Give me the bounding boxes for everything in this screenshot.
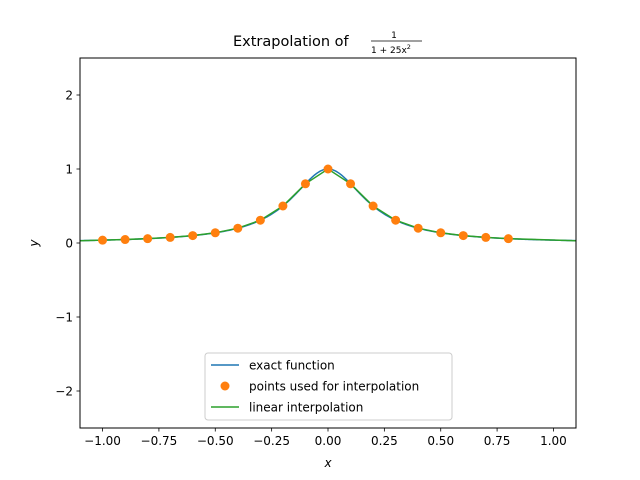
interpolation-point [210, 228, 220, 238]
x-axis-label: x [323, 456, 332, 470]
title-fraction-numerator: 1 [391, 31, 397, 41]
interpolation-point [278, 201, 288, 211]
legend-label: linear interpolation [249, 401, 363, 415]
y-tick-label: −2 [55, 385, 73, 399]
x-tick-label: −0.25 [253, 434, 290, 448]
interpolation-point [391, 215, 401, 225]
interpolation-point [436, 228, 446, 238]
interpolation-point [255, 215, 265, 225]
title-fraction-denominator: 1 + 25x2 [371, 43, 411, 56]
plot-frame [79, 57, 577, 429]
interpolation-point [346, 179, 356, 189]
interpolation-point [120, 235, 130, 245]
x-tick-label: 0.00 [315, 434, 342, 448]
y-tick-label: −1 [55, 311, 73, 325]
y-axis-ticks: −2 −1 0 1 2 [55, 89, 80, 399]
legend: exact function points used for interpolat… [204, 352, 453, 421]
x-tick-label: 0.75 [484, 434, 511, 448]
interpolation-point [143, 234, 153, 244]
interpolation-point [368, 201, 378, 211]
interpolation-point [323, 164, 333, 174]
y-axis-label: y [27, 239, 41, 248]
title-fraction-denominator-text: 1 + 25x [371, 46, 407, 56]
y-tick-label: 0 [65, 237, 73, 251]
x-tick-label: −0.75 [141, 434, 178, 448]
x-axis-ticks: −1.00 −0.75 −0.50 −0.25 0.00 0.25 0.50 0.75 1.00 [84, 428, 567, 448]
y-tick-label: 2 [65, 89, 73, 103]
legend-label: points used for interpolation [249, 380, 419, 394]
x-tick-label: 0.25 [371, 434, 398, 448]
legend-marker-points [220, 381, 230, 391]
plot-area: −1.00 −0.75 −0.50 −0.25 0.00 0.25 0.50 0.75 1.00… [55, 57, 577, 448]
interpolation-point [300, 179, 310, 189]
x-tick-label: −1.00 [84, 434, 121, 448]
legend-label: exact function [249, 359, 335, 373]
x-tick-label: 1.00 [540, 434, 567, 448]
series-layer [79, 164, 577, 245]
interpolation-point [233, 223, 243, 233]
interpolation-point [98, 235, 108, 245]
legend-box [204, 352, 453, 421]
y-tick-label: 1 [65, 163, 73, 177]
chart-title: Extrapolation of 1 1 + 25x2 [233, 31, 422, 56]
interpolation-point [503, 234, 513, 244]
legend-items: exact function points used for interpolat… [211, 359, 419, 415]
x-tick-label: −0.50 [197, 434, 234, 448]
interpolation-point [188, 231, 198, 241]
title-fraction-exponent: 2 [407, 43, 411, 51]
interpolation-point [413, 223, 423, 233]
interpolation-point [481, 232, 491, 242]
chart-title-text: Extrapolation of [233, 34, 350, 50]
x-tick-label: 0.50 [427, 434, 454, 448]
interpolation-point [458, 231, 468, 241]
interpolation-point [165, 232, 175, 242]
